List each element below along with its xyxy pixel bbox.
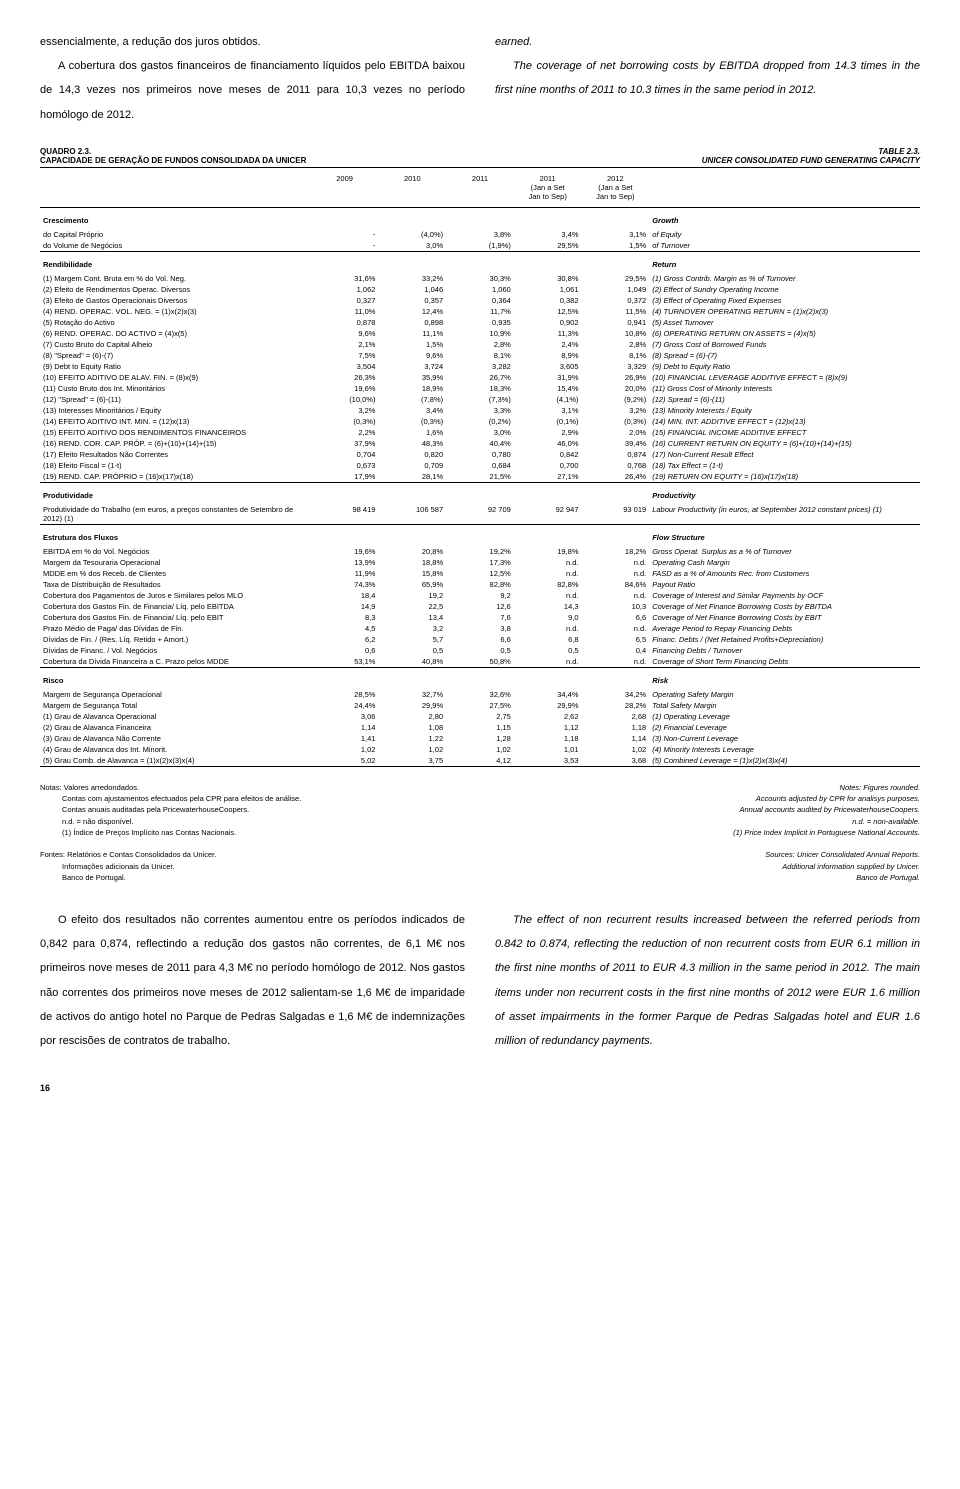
table-row: (13) Interesses Minoritários / Equity3,2… bbox=[40, 405, 920, 416]
table-row: (2) Grau de Alavanca Financeira1,141,081… bbox=[40, 722, 920, 733]
table-row: MDDE em % dos Receb. de Clientes11,9%15,… bbox=[40, 568, 920, 579]
quadro-num: QUADRO 2.3. bbox=[40, 147, 306, 156]
section-header: RiscoRisk bbox=[40, 667, 920, 689]
table-row: (5) Rotação do Activo0,8780,8980,9350,90… bbox=[40, 317, 920, 328]
note-pt-1: Contas com ajustamentos efectuados pela … bbox=[40, 793, 465, 804]
table-row: (15) EFEITO ADITIVO DOS RENDIMENTOS FINA… bbox=[40, 427, 920, 438]
note-en-0: Notes: Figures rounded. bbox=[495, 782, 920, 793]
intro-pt-1: essencialmente, a redução dos juros obti… bbox=[40, 30, 465, 54]
intro-block: essencialmente, a redução dos juros obti… bbox=[40, 30, 920, 127]
table-row: Margem de Segurança Total24,4%29,9%27,5%… bbox=[40, 700, 920, 711]
table-row: (16) REND. COR. CAP. PRÓP. = (6)+(10)+(1… bbox=[40, 438, 920, 449]
table-row: do Capital Próprio-(4,0%)3,8%3,4%3,1%of … bbox=[40, 229, 920, 240]
src-en-0: Sources: Unicer Consolidated Annual Repo… bbox=[495, 849, 920, 860]
table-row: (3) Grau de Alavanca Não Corrente1,411,2… bbox=[40, 733, 920, 744]
notes-en: Notes: Figures rounded. Accounts adjuste… bbox=[495, 782, 920, 883]
section-header: Estrutura dos FluxosFlow Structure bbox=[40, 524, 920, 546]
note-pt-2: Contas anuais auditadas pela Pricewaterh… bbox=[40, 804, 465, 815]
page-number: 16 bbox=[40, 1083, 920, 1093]
table-row: Cobertura dos Gastos Fin. de Financia/ L… bbox=[40, 601, 920, 612]
outro-block: O efeito dos resultados não correntes au… bbox=[40, 908, 920, 1053]
notes-block: Notas: Valores arredondados. Contas com … bbox=[40, 782, 920, 883]
table-row: Cobertura dos Pagamentos de Juros e Simi… bbox=[40, 590, 920, 601]
note-pt-0: Notas: Valores arredondados. bbox=[40, 782, 465, 793]
table-row: Dívidas de Fin. / (Res. Líq. Retido + Am… bbox=[40, 634, 920, 645]
table-row: Cobertura dos Gastos Fin. de Financia/ L… bbox=[40, 612, 920, 623]
table-row: (4) Grau de Alavanca dos Int. Minorit.1,… bbox=[40, 744, 920, 755]
src-pt-2: Banco de Portugal. bbox=[40, 872, 465, 883]
col-2011p: 2011 (Jan a Set Jan to Sep) bbox=[514, 167, 582, 207]
note-pt-4: (1) Índice de Preços Implícito nas Conta… bbox=[40, 827, 465, 838]
intro-pt-2: A cobertura dos gastos financeiros de fi… bbox=[40, 54, 465, 127]
main-table: 2009 2010 2011 2011 (Jan a Set Jan to Se… bbox=[40, 167, 920, 767]
table-row: EBITDA em % do Vol. Negócios19,6%20,8%19… bbox=[40, 546, 920, 557]
table-row: do Volume de Negócios-3,0%(1,9%)29,5%1,5… bbox=[40, 240, 920, 252]
intro-en: earned. The coverage of net borrowing co… bbox=[495, 30, 920, 127]
outro-pt: O efeito dos resultados não correntes au… bbox=[40, 908, 465, 1053]
table-row: Margem de Segurança Operacional28,5%32,7… bbox=[40, 689, 920, 700]
note-en-4: (1) Price Index Implicit in Portuguese N… bbox=[495, 827, 920, 838]
table-row: (19) REND. CAP. PRÓPRIO = (16)x(17)x(18)… bbox=[40, 471, 920, 483]
table-row: (1) Margem Cont. Bruta em % do Vol. Neg.… bbox=[40, 273, 920, 284]
table-row: (4) REND. OPERAC. VOL. NEG. = (1)x(2)x(3… bbox=[40, 306, 920, 317]
note-en-1: Accounts adjusted by CPR for analisys pu… bbox=[495, 793, 920, 804]
table-header-right: TABLE 2.3. UNICER CONSOLIDATED FUND GENE… bbox=[702, 147, 920, 165]
quadro-title: CAPACIDADE DE GERAÇÃO DE FUNDOS CONSOLID… bbox=[40, 156, 306, 165]
table-row: Cobertura da Dívida Financeira a C. Praz… bbox=[40, 656, 920, 668]
table-row: (17) Efeito Resultados Não Correntes0,70… bbox=[40, 449, 920, 460]
intro-en-1: earned. bbox=[495, 30, 920, 54]
table-row: Produtividade do Trabalho (em euros, a p… bbox=[40, 504, 920, 525]
table-header: QUADRO 2.3. CAPACIDADE DE GERAÇÃO DE FUN… bbox=[40, 147, 920, 165]
intro-pt: essencialmente, a redução dos juros obti… bbox=[40, 30, 465, 127]
table-row: (10) EFEITO ADITIVO DE ALAV. FIN. = (8)x… bbox=[40, 372, 920, 383]
table-row: (18) Efeito Fiscal = (1-t)0,6730,7090,68… bbox=[40, 460, 920, 471]
table-row: (3) Efeito de Gastos Operacionais Divers… bbox=[40, 295, 920, 306]
table-row: (7) Custo Bruto do Capital Alheio2,1%1,5… bbox=[40, 339, 920, 350]
section-header: ProdutividadeProductivity bbox=[40, 482, 920, 504]
table-row: Taxa de Distribuição de Resultados74,3%6… bbox=[40, 579, 920, 590]
table-row: (8) "Spread" = (6)-(7)7,5%9,6%8,1%8,9%8,… bbox=[40, 350, 920, 361]
table-title-en: UNICER CONSOLIDATED FUND GENERATING CAPA… bbox=[702, 156, 920, 165]
src-en-1: Additional information supplied by Unice… bbox=[495, 861, 920, 872]
table-row: (1) Grau de Alavanca Operacional3,062,80… bbox=[40, 711, 920, 722]
table-row: (5) Grau Comb. de Alavanca = (1)x(2)x(3)… bbox=[40, 755, 920, 767]
table-num-en: TABLE 2.3. bbox=[702, 147, 920, 156]
note-en-3: n.d. = non-available. bbox=[495, 816, 920, 827]
table-row: (9) Debt to Equity Ratio3,5043,7243,2823… bbox=[40, 361, 920, 372]
src-en-2: Banco de Portugal. bbox=[495, 872, 920, 883]
intro-en-2: The coverage of net borrowing costs by E… bbox=[495, 54, 920, 102]
outro-en: The effect of non recurrent results incr… bbox=[495, 908, 920, 1053]
table-row: (14) EFEITO ADITIVO INT. MIN. = (12)x(13… bbox=[40, 416, 920, 427]
table-row: Dívidas de Financ. / Vol. Negócios0,60,5… bbox=[40, 645, 920, 656]
col-2009: 2009 bbox=[311, 167, 379, 207]
src-pt-1: Informações adicionais da Unicer. bbox=[40, 861, 465, 872]
table-row: (11) Custo Bruto dos Int. Minoritários19… bbox=[40, 383, 920, 394]
note-pt-3: n.d. = não disponível. bbox=[40, 816, 465, 827]
table-header-left: QUADRO 2.3. CAPACIDADE DE GERAÇÃO DE FUN… bbox=[40, 147, 306, 165]
col-2012p: 2012 (Jan a Set Jan to Sep) bbox=[582, 167, 650, 207]
column-header-row: 2009 2010 2011 2011 (Jan a Set Jan to Se… bbox=[40, 167, 920, 207]
col-2011: 2011 bbox=[446, 167, 514, 207]
table-row: (6) REND. OPERAC. DO ACTIVO = (4)x(5)9,6… bbox=[40, 328, 920, 339]
col-2010: 2010 bbox=[378, 167, 446, 207]
note-en-2: Annual accounts audited by Pricewaterhou… bbox=[495, 804, 920, 815]
section-header: CrescimentoGrowth bbox=[40, 207, 920, 229]
table-row: Margem da Tesouraria Operacional13,9%18,… bbox=[40, 557, 920, 568]
section-header: RendibilidadeReturn bbox=[40, 251, 920, 273]
src-pt-0: Fontes: Relatórios e Contas Consolidados… bbox=[40, 849, 465, 860]
table-row: (2) Efeito de Rendimentos Operac. Divers… bbox=[40, 284, 920, 295]
table-row: (12) "Spread" = (6)-(11)(10,0%)(7,8%)(7,… bbox=[40, 394, 920, 405]
notes-pt: Notas: Valores arredondados. Contas com … bbox=[40, 782, 465, 883]
table-row: Prazo Médio de Paga/ das Dívidas de Fin.… bbox=[40, 623, 920, 634]
